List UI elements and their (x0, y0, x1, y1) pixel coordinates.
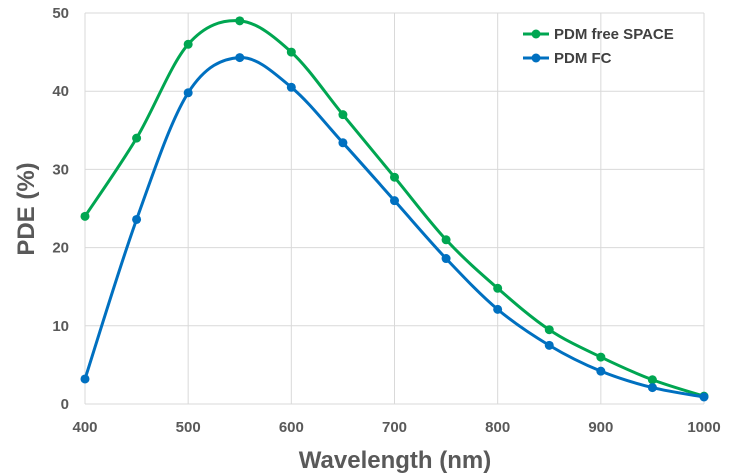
x-tick-label: 500 (176, 419, 201, 436)
y-axis-title: PDE (%) (13, 162, 40, 255)
series-line (83, 56, 705, 399)
y-tick-label: 50 (52, 5, 69, 22)
data-point (390, 172, 399, 182)
legend-label: PDM FC (554, 50, 612, 67)
data-point (544, 340, 554, 350)
series-1 (80, 53, 709, 402)
y-tick-label: 10 (52, 318, 69, 335)
legend-marker (531, 53, 541, 63)
y-tick-label: 20 (52, 240, 69, 257)
tick-labels: 0 10 20 30 40 50 400 500 600 700 800 900 1000 (52, 5, 720, 436)
legend-label: PDM free SPACE (554, 26, 674, 43)
legend: PDM free SPACE PDM FC (523, 26, 674, 67)
data-point (699, 392, 709, 402)
data-point (493, 283, 503, 293)
data-point (183, 39, 193, 49)
x-tick-label: 400 (72, 419, 97, 436)
data-point (647, 383, 657, 393)
y-tick-label: 40 (52, 83, 69, 100)
data-point (493, 304, 503, 314)
data-point (183, 88, 193, 98)
data-point (544, 325, 554, 335)
data-point (80, 211, 90, 221)
data-point (235, 53, 245, 63)
data-point (390, 196, 399, 206)
legend-entry: PDM FC (523, 50, 612, 67)
series-0 (80, 16, 709, 401)
data-point (286, 82, 296, 92)
data-point (132, 133, 142, 143)
data-point (338, 110, 348, 120)
x-tick-label: 600 (279, 419, 304, 436)
data-point (235, 16, 245, 26)
x-tick-label: 700 (382, 419, 407, 436)
x-tick-label: 900 (588, 419, 613, 436)
y-tick-label: 0 (61, 396, 69, 413)
series-line (83, 19, 705, 398)
y-tick-label: 30 (52, 161, 69, 178)
data-point (647, 375, 657, 385)
x-axis-title: Wavelength (nm) (299, 447, 491, 474)
data-point (338, 138, 348, 148)
data-point (596, 352, 606, 362)
grid (84, 12, 705, 405)
data-point (441, 235, 451, 245)
x-tick-label: 800 (485, 419, 510, 436)
data-point (441, 254, 451, 264)
legend-entry: PDM free SPACE (523, 26, 674, 43)
series-group (80, 16, 709, 402)
data-point (132, 214, 142, 224)
data-point (596, 366, 606, 376)
data-point (80, 374, 90, 384)
x-tick-label: 1000 (687, 419, 720, 436)
data-point (286, 47, 296, 57)
legend-marker (531, 29, 541, 39)
